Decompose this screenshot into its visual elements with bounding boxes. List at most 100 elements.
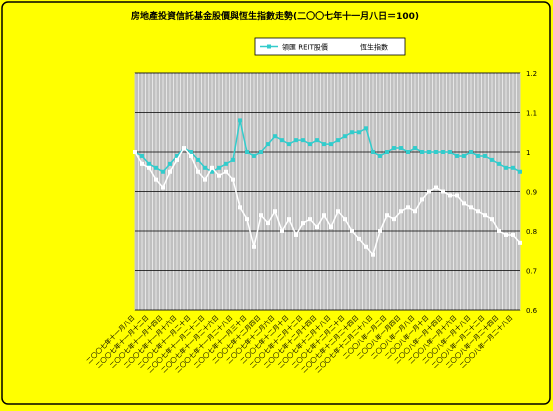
data-point <box>266 142 270 147</box>
data-point <box>273 209 277 214</box>
data-point <box>455 193 459 198</box>
data-point <box>378 229 382 233</box>
data-point <box>224 169 228 174</box>
data-point <box>357 236 361 241</box>
data-point <box>497 229 501 233</box>
data-point <box>357 130 361 135</box>
y-tick-label: 0.8 <box>526 228 537 236</box>
data-point <box>399 209 403 214</box>
data-point <box>518 240 522 245</box>
data-point <box>364 126 368 131</box>
legend-label: 領匯 REIT股價 <box>282 43 328 52</box>
data-point <box>161 169 165 174</box>
y-tick-label: 1 <box>526 149 530 157</box>
data-point <box>455 153 459 158</box>
data-point <box>231 177 235 182</box>
data-point <box>252 153 256 158</box>
data-point <box>210 165 214 170</box>
data-point <box>273 134 277 139</box>
y-tick-label: 0.9 <box>526 189 537 197</box>
data-point <box>511 232 515 237</box>
data-point <box>259 213 263 218</box>
data-point <box>336 138 340 143</box>
data-point <box>147 165 151 170</box>
data-point <box>490 157 494 162</box>
data-point <box>315 138 319 143</box>
data-point <box>504 165 508 170</box>
data-point <box>483 153 487 158</box>
data-point <box>322 213 326 218</box>
y-tick-label: 1.2 <box>526 70 537 78</box>
data-point <box>252 244 256 249</box>
data-point <box>434 185 438 190</box>
data-point <box>182 146 186 151</box>
data-point <box>308 142 312 147</box>
data-point <box>469 150 473 154</box>
data-point <box>203 177 207 182</box>
data-point <box>266 221 270 226</box>
data-point <box>427 189 431 194</box>
data-point <box>427 150 431 154</box>
legend-marker <box>345 44 349 49</box>
data-point <box>245 150 249 154</box>
data-point <box>287 142 291 147</box>
data-point <box>350 130 354 135</box>
data-point <box>329 225 333 230</box>
data-point <box>413 209 417 214</box>
data-point <box>294 138 298 143</box>
data-point <box>147 161 151 166</box>
legend-box <box>254 37 406 56</box>
data-point <box>238 118 242 123</box>
data-point <box>238 205 242 210</box>
data-point <box>448 150 452 154</box>
data-point <box>469 205 473 210</box>
data-point <box>406 205 410 210</box>
data-point <box>385 213 389 218</box>
data-point <box>490 217 494 222</box>
data-point <box>224 161 228 166</box>
data-point <box>350 229 354 233</box>
data-point <box>280 138 284 143</box>
data-point <box>140 153 144 158</box>
data-point <box>392 146 396 151</box>
data-point <box>196 157 200 162</box>
data-point <box>413 146 417 151</box>
data-point <box>315 225 319 230</box>
data-point <box>476 209 480 214</box>
data-point <box>378 153 382 158</box>
data-point <box>217 165 221 170</box>
legend-marker <box>267 44 271 49</box>
data-point <box>322 142 326 147</box>
data-point <box>392 217 396 222</box>
data-point <box>518 169 522 174</box>
data-point <box>259 150 263 154</box>
data-point <box>287 217 291 222</box>
data-point <box>462 153 466 158</box>
chart-title: 房地產投資信託基金股價與恆生指數走勢(二〇〇七年十一月八日＝100) <box>131 10 419 22</box>
data-point <box>441 150 445 154</box>
data-point <box>280 229 284 233</box>
y-tick-label: 0.6 <box>526 307 538 315</box>
legend-label: 恆生指數 <box>360 43 388 52</box>
data-point <box>406 150 410 154</box>
data-point <box>441 189 445 194</box>
data-point <box>154 177 158 182</box>
data-point <box>189 153 193 158</box>
data-point <box>420 197 424 202</box>
data-point <box>336 209 340 214</box>
data-point <box>371 252 375 257</box>
data-point <box>399 146 403 151</box>
data-point <box>301 221 305 226</box>
data-point <box>497 161 501 166</box>
data-point <box>196 169 200 174</box>
data-point <box>343 134 347 139</box>
data-point <box>434 150 438 154</box>
data-point <box>343 217 347 222</box>
data-point <box>504 232 508 237</box>
data-point <box>364 244 368 249</box>
data-point <box>462 201 466 206</box>
data-point <box>154 165 158 170</box>
data-point <box>329 142 333 147</box>
